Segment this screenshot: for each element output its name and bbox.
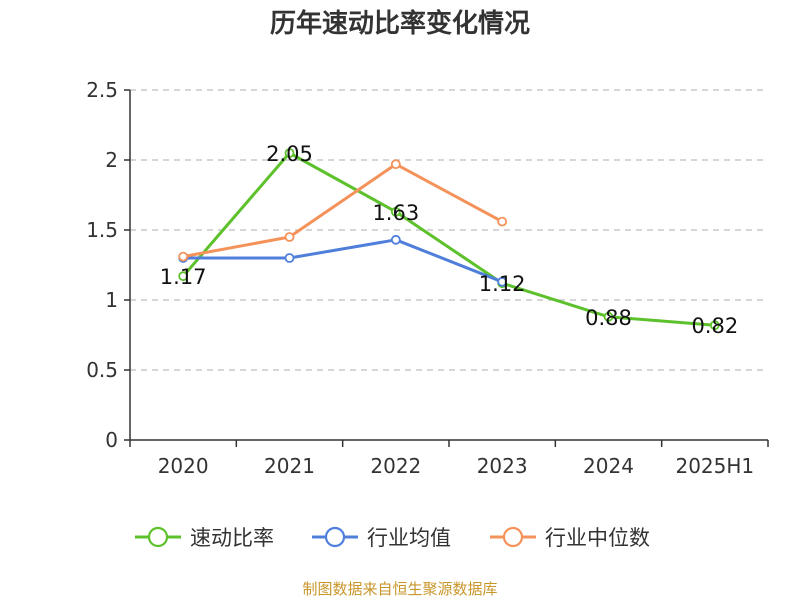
legend-label: 速动比率	[190, 526, 274, 550]
data-point	[390, 206, 401, 217]
data-point	[178, 271, 189, 282]
data-point	[284, 253, 295, 263]
data-point	[603, 311, 614, 322]
legend-label: 行业中位数	[545, 526, 650, 550]
legend-label: 行业均值	[367, 526, 451, 550]
series-0	[178, 148, 720, 331]
data-label: 1.17	[160, 265, 207, 289]
series-1	[178, 234, 508, 287]
series-line	[183, 238, 503, 284]
data-label: 1.63	[372, 201, 419, 225]
y-tick-label: 1.5	[86, 218, 118, 242]
x-tick-label: 2024	[583, 454, 634, 478]
axes: 0 0.5 1 1.5 2 2.5 2020 2021 2022 2023 2024 2025H1	[86, 78, 769, 478]
data-label: 0.82	[691, 314, 738, 338]
legend-item: 速动比率	[135, 526, 274, 550]
y-tick-label: 1	[105, 288, 118, 312]
data-label: 1.12	[479, 272, 526, 296]
x-tick-label: 2020	[158, 454, 209, 478]
legend-marker	[147, 526, 169, 548]
data-point	[709, 320, 720, 331]
data-point	[497, 276, 508, 287]
source-note: 制图数据来自恒生聚源数据库	[302, 580, 497, 598]
y-tick-label: 0	[105, 428, 118, 452]
x-tick-label: 2022	[370, 454, 421, 478]
y-tick-label: 2.5	[86, 78, 118, 102]
x-tick-label: 2021	[264, 454, 315, 478]
chart-title: 历年速动比率变化情况	[270, 8, 530, 39]
series-lines	[178, 148, 720, 331]
data-point	[497, 216, 508, 227]
legend-item: 行业均值	[312, 526, 451, 550]
data-point	[390, 234, 401, 245]
grid	[130, 89, 768, 371]
legend-marker	[502, 526, 524, 548]
data-point	[284, 232, 295, 242]
data-point	[284, 148, 295, 158]
data-label: 0.88	[585, 306, 632, 330]
data-label: 2.05	[266, 142, 313, 166]
data-point	[178, 251, 189, 262]
y-tick-label: 0.5	[86, 358, 118, 382]
x-tick-label: 2023	[477, 454, 528, 478]
data-labels: 1.17 2.05 1.63 1.12 0.88 0.82	[160, 142, 738, 338]
x-tick-label: 2025H1	[675, 454, 754, 478]
series-line	[182, 151, 715, 327]
legend-item: 行业中位数	[490, 526, 650, 550]
series-line	[182, 162, 503, 259]
legend-marker	[324, 526, 346, 548]
y-tick-label: 2	[105, 148, 118, 172]
legend: 速动比率 行业均值 行业中位数	[135, 526, 650, 550]
series-2	[178, 159, 508, 262]
data-point	[390, 159, 401, 170]
